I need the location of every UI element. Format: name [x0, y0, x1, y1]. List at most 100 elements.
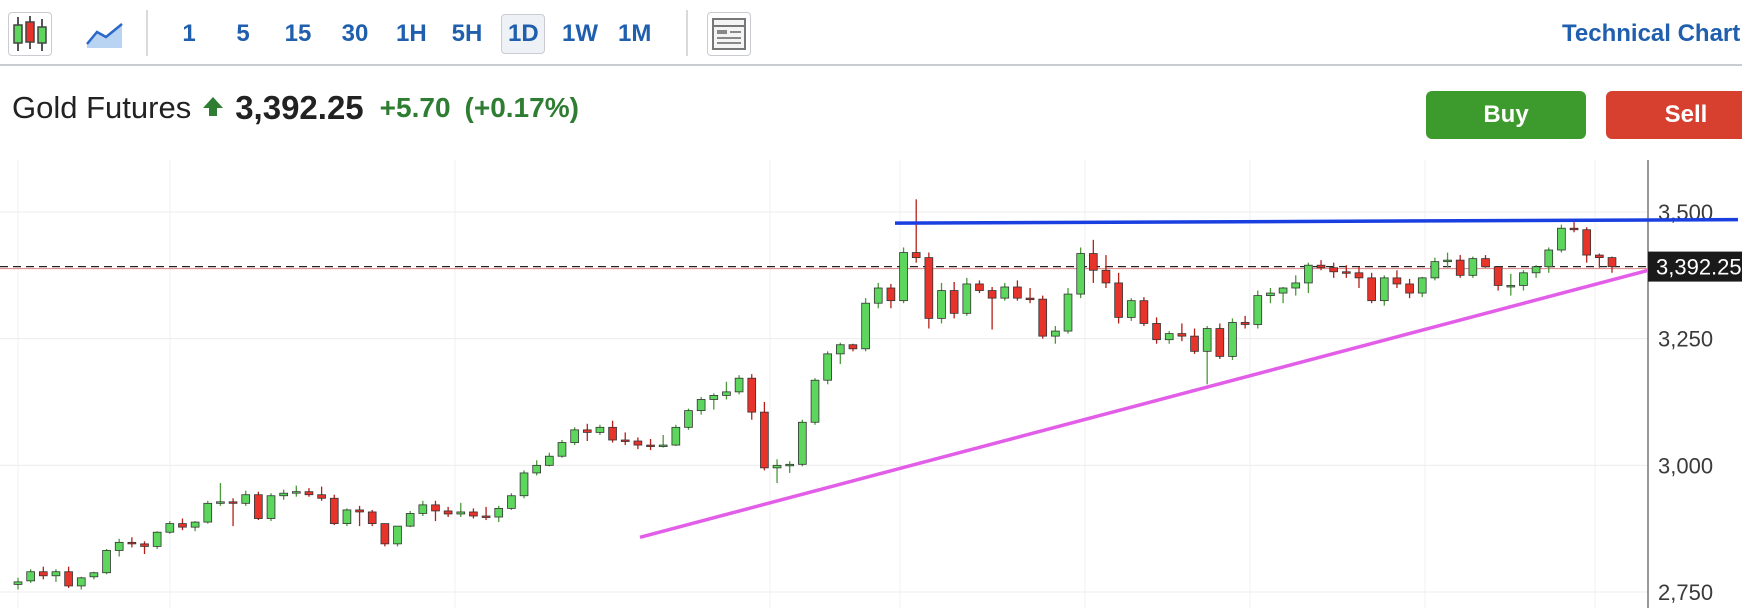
candle: [152, 531, 162, 547]
candle: [254, 494, 263, 519]
candle: [1455, 259, 1465, 276]
candle: [684, 410, 693, 428]
y-tick-label: 3,250: [1658, 327, 1713, 352]
candle: [772, 464, 782, 469]
candle: [165, 523, 175, 533]
layout-icon[interactable]: [707, 12, 751, 56]
candle: [1177, 333, 1187, 337]
candle: [507, 495, 516, 509]
candle: [1114, 282, 1123, 318]
candle: [975, 283, 984, 291]
candle: [1063, 293, 1073, 332]
candle: [911, 252, 921, 258]
candle: [456, 511, 466, 515]
candle: [228, 501, 238, 504]
timeframe-1d[interactable]: 1D: [501, 14, 545, 54]
candle: [76, 577, 86, 587]
instrument-name: Gold Futures: [12, 90, 192, 125]
candle: [1582, 229, 1592, 256]
candle: [671, 426, 681, 446]
area-chart-icon[interactable]: [84, 12, 128, 56]
candle: [367, 511, 377, 524]
candle: [646, 444, 655, 447]
candle: [734, 377, 744, 393]
candle: [532, 464, 542, 474]
candle: [1569, 227, 1579, 231]
candle: [1443, 259, 1452, 263]
timeframe-5h[interactable]: 5H: [451, 20, 483, 47]
candle: [393, 525, 402, 545]
candle: [696, 399, 706, 412]
candle: [102, 550, 111, 574]
candle: [582, 429, 592, 433]
candle: [1253, 295, 1263, 325]
timeframe-15[interactable]: 15: [284, 20, 312, 47]
candle: [1417, 277, 1427, 294]
up-arrow-icon: [203, 96, 224, 116]
y-tick-label: 2,750: [1658, 580, 1713, 605]
candle: [1316, 264, 1326, 269]
quote-header: Gold Futures 3,392.25 +5.70 (+0.17%): [12, 88, 579, 128]
candle: [633, 440, 643, 446]
candle: [785, 463, 795, 467]
technical-chart-link[interactable]: Technical Chart: [1562, 20, 1741, 47]
candle: [1367, 277, 1376, 302]
timeframe-1h[interactable]: 1H: [396, 20, 427, 47]
candle: [1025, 297, 1035, 301]
candle: [1506, 285, 1516, 288]
candle: [355, 509, 364, 513]
candle: [1519, 272, 1528, 286]
candle: [608, 426, 617, 441]
candle: [1190, 335, 1199, 352]
candle: [1101, 269, 1111, 284]
timeframe-1w[interactable]: 1W: [562, 20, 598, 47]
candle: [519, 472, 529, 497]
candle: [178, 523, 187, 528]
candle: [494, 507, 504, 518]
candle: [1392, 277, 1402, 285]
candle: [1038, 298, 1048, 337]
sell-button[interactable]: Sell: [1606, 91, 1742, 139]
timeframe-5[interactable]: 5: [236, 20, 250, 47]
candle: [1342, 271, 1351, 274]
candle: [949, 290, 959, 314]
candle: [848, 344, 858, 350]
buy-button[interactable]: Buy: [1426, 91, 1586, 139]
candle: [190, 521, 200, 528]
resistance-trendline: [894, 217, 1739, 225]
candle: [405, 513, 415, 527]
candle: [1076, 253, 1085, 295]
candle: [418, 504, 428, 514]
timeframe-1[interactable]: 1: [182, 20, 196, 47]
candlestick-icon[interactable]: [8, 12, 52, 56]
toolbar-separator: [686, 10, 688, 56]
candle: [1607, 257, 1617, 268]
price-change-percent: (+0.17%): [464, 92, 579, 123]
candle: [760, 411, 769, 469]
candle: [291, 491, 301, 494]
candle: [1228, 322, 1237, 357]
candle: [380, 523, 390, 545]
candle: [26, 571, 35, 582]
candle: [1405, 283, 1414, 294]
timeframe-1m[interactable]: 1M: [618, 20, 652, 47]
candle: [38, 571, 48, 577]
candle: [709, 395, 719, 400]
candle: [1291, 282, 1301, 289]
candle: [64, 571, 73, 587]
candle: [1379, 277, 1389, 302]
candle: [1430, 261, 1440, 279]
candle: [127, 541, 137, 545]
candle: [1139, 300, 1149, 324]
candle: [1531, 266, 1541, 274]
candle: [216, 501, 225, 504]
candle: [13, 581, 23, 585]
timeframe-30[interactable]: 30: [341, 20, 369, 47]
candle: [924, 257, 934, 319]
candle: [443, 510, 453, 515]
candle: [1544, 249, 1554, 268]
candle: [1354, 272, 1364, 279]
candle: [1304, 264, 1313, 284]
candle: [962, 283, 972, 314]
